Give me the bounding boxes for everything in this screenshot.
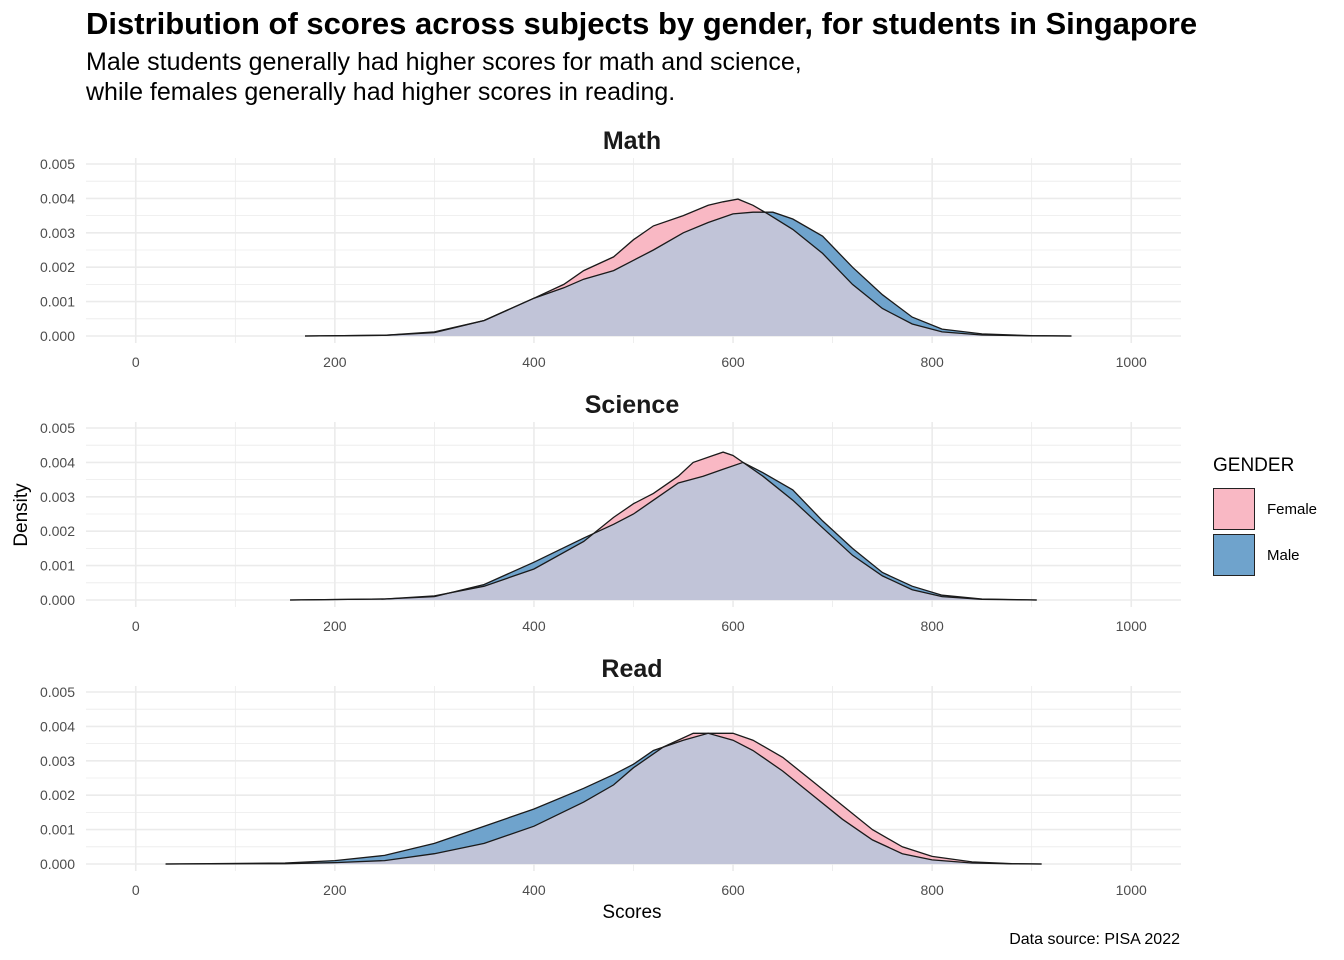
- y-tick-label: 0.003: [40, 225, 75, 241]
- density-line-male: [165, 732, 1042, 865]
- panel-title-read: Read: [601, 655, 662, 683]
- density-line-female: [165, 732, 1042, 865]
- legend-label-female: Female: [1267, 500, 1318, 518]
- x-tick-label: 0: [132, 882, 140, 898]
- y-tick-label: 0.004: [40, 190, 75, 206]
- x-tick-label: 600: [721, 618, 745, 634]
- x-tick-label: 200: [323, 618, 347, 634]
- panel-title-math: Math: [603, 127, 661, 155]
- panel-math: Math 0 200 400 600 800 1000 0.000 0.001 0.002 0.00…: [40, 127, 1181, 370]
- legend: GENDER Female Male: [1213, 455, 1317, 578]
- x-tick-label: 200: [323, 354, 347, 370]
- x-tick-label: 800: [920, 882, 944, 898]
- x-tick-label: 1000: [1116, 354, 1147, 370]
- legend-label-male: Male: [1267, 546, 1300, 564]
- data-source-caption: Data source: PISA 2022: [1009, 931, 1180, 948]
- x-tick-label: 1000: [1116, 618, 1147, 634]
- y-tick-label: 0.001: [40, 822, 75, 838]
- density-area-overlap: [290, 462, 1037, 600]
- x-tick-label: 1000: [1116, 882, 1147, 898]
- y-tick-label: 0.005: [40, 684, 75, 700]
- chart-subtitle-line-2: while females generally had higher score…: [86, 78, 676, 106]
- x-tick-label: 0: [132, 354, 140, 370]
- x-tick-label: 600: [721, 882, 745, 898]
- legend-title: GENDER: [1213, 455, 1295, 476]
- y-tick-label: 0.001: [40, 294, 75, 310]
- density-line-male: [290, 461, 1037, 601]
- y-tick-label: 0.005: [40, 156, 75, 172]
- density-line-male: [304, 211, 1072, 337]
- x-tick-label: 800: [920, 618, 944, 634]
- y-tick-label: 0.004: [40, 454, 75, 470]
- panel-title-science: Science: [585, 391, 680, 419]
- x-axis-label: Scores: [602, 902, 661, 923]
- panel-science: Science 0 200 400 600 800 1000 0.000 0.001 0.002 0…: [40, 391, 1181, 634]
- density-area-overlap: [305, 212, 1072, 336]
- chart-subtitle-line-1: Male students generally had higher score…: [86, 48, 802, 76]
- x-tick-label: 800: [920, 354, 944, 370]
- x-tick-label: 400: [522, 882, 546, 898]
- legend-swatch-female: [1213, 488, 1255, 530]
- legend-item-male: Male: [1213, 532, 1317, 578]
- x-tick-label: 400: [522, 354, 546, 370]
- y-tick-label: 0.002: [40, 787, 75, 803]
- y-tick-label: 0.005: [40, 420, 75, 436]
- y-tick-label: 0.000: [40, 592, 75, 608]
- density-area-overlap: [165, 733, 1042, 864]
- density-line-female: [290, 451, 1037, 601]
- y-tick-label: 0.002: [40, 523, 75, 539]
- x-tick-label: 200: [323, 882, 347, 898]
- y-tick-label: 0.000: [40, 856, 75, 872]
- y-tick-label: 0.004: [40, 718, 75, 734]
- y-tick-label: 0.001: [40, 558, 75, 574]
- legend-item-female: Female: [1213, 486, 1317, 532]
- y-tick-label: 0.003: [40, 753, 75, 769]
- y-tick-label: 0.002: [40, 259, 75, 275]
- x-tick-label: 400: [522, 618, 546, 634]
- x-tick-label: 600: [721, 354, 745, 370]
- y-tick-label: 0.000: [40, 328, 75, 344]
- chart-title: Distribution of scores across subjects b…: [86, 6, 1198, 41]
- panel-read: Read 0 200 400 600 800 1000 0.000 0.001 0.002 0.00…: [40, 655, 1181, 898]
- legend-swatch-male: [1213, 534, 1255, 576]
- x-tick-label: 0: [132, 618, 140, 634]
- y-tick-label: 0.003: [40, 489, 75, 505]
- y-axis-label: Density: [11, 483, 32, 547]
